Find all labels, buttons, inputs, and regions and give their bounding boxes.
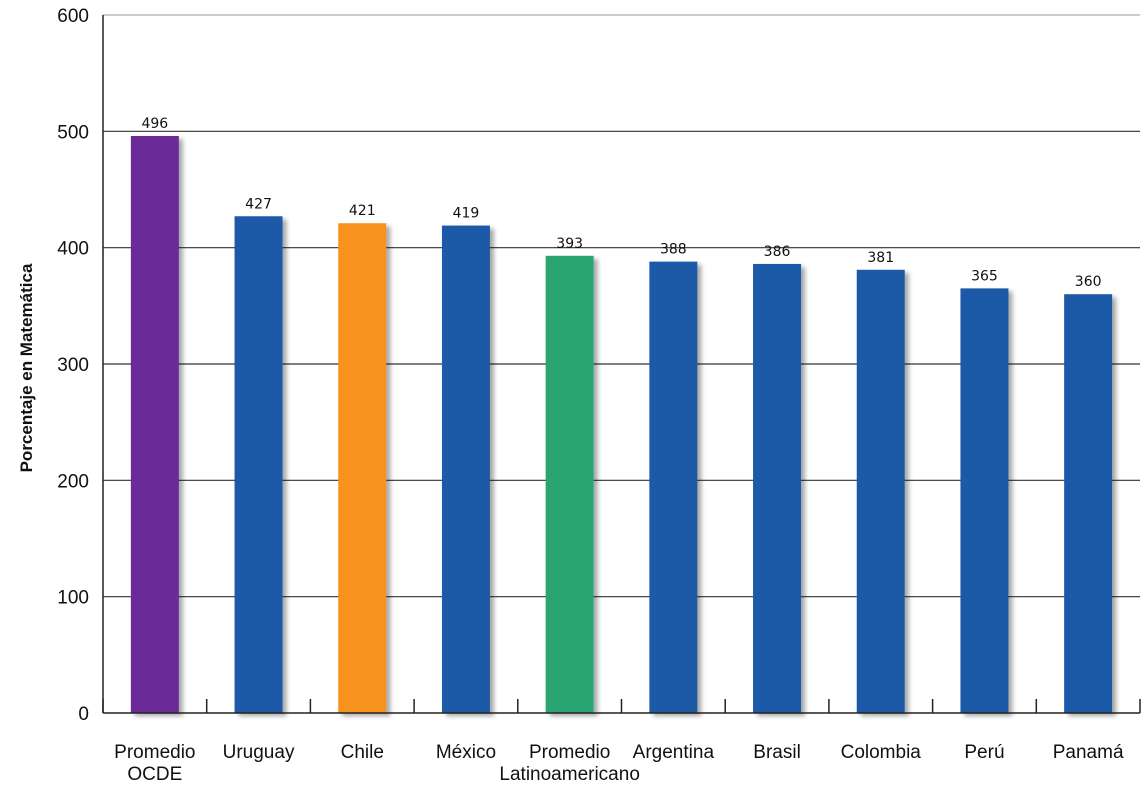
data-label: 496 <box>141 116 168 132</box>
data-label: 388 <box>660 242 687 258</box>
x-tick-label: Latinoamericano <box>499 764 639 785</box>
bar <box>960 288 1009 713</box>
y-axis-ticks: 0 100 200 300 400 500 600 <box>57 6 89 725</box>
x-tick-label: México <box>436 742 496 763</box>
bar <box>234 216 283 714</box>
x-tick-label: Chile <box>341 742 384 763</box>
y-tick-label: 400 <box>57 239 89 260</box>
bar <box>1064 294 1113 713</box>
bar <box>545 255 594 713</box>
x-tick-label: Brasil <box>753 742 801 763</box>
data-labels: 496 427 421 419 393 388 386 381 365 360 <box>141 116 1101 290</box>
x-tick-label: Promedio <box>114 742 195 763</box>
y-tick-label: 100 <box>57 588 89 609</box>
bar <box>441 225 490 713</box>
y-tick-label: 600 <box>57 6 89 27</box>
x-tick-label: Perú <box>964 742 1004 763</box>
data-label: 427 <box>245 196 272 212</box>
x-tick-label: Colombia <box>841 742 922 763</box>
data-label: 360 <box>1075 274 1102 290</box>
bar <box>649 261 698 713</box>
data-label: 421 <box>349 203 376 219</box>
y-axis-label: Porcentaje en Matemática <box>17 263 36 472</box>
x-tick-label: OCDE <box>127 764 182 785</box>
bar <box>753 263 802 713</box>
data-label: 393 <box>556 236 583 252</box>
x-tick-label: Uruguay <box>223 742 295 763</box>
y-tick-label: 200 <box>57 471 89 492</box>
x-axis <box>102 15 1141 714</box>
x-tick-label: Argentina <box>633 742 715 763</box>
bar <box>130 135 179 713</box>
data-label: 381 <box>867 250 894 266</box>
y-tick-label: 500 <box>57 122 89 143</box>
bars <box>130 135 1113 714</box>
data-label: 365 <box>971 268 998 284</box>
y-tick-label: 0 <box>78 704 89 725</box>
bar <box>338 223 387 713</box>
data-label: 386 <box>764 244 791 260</box>
x-tick-label: Promedio <box>529 742 610 763</box>
x-tick-label: Panamá <box>1053 742 1124 763</box>
y-tick-label: 300 <box>57 355 89 376</box>
bar <box>856 269 905 713</box>
data-label: 419 <box>453 206 480 222</box>
